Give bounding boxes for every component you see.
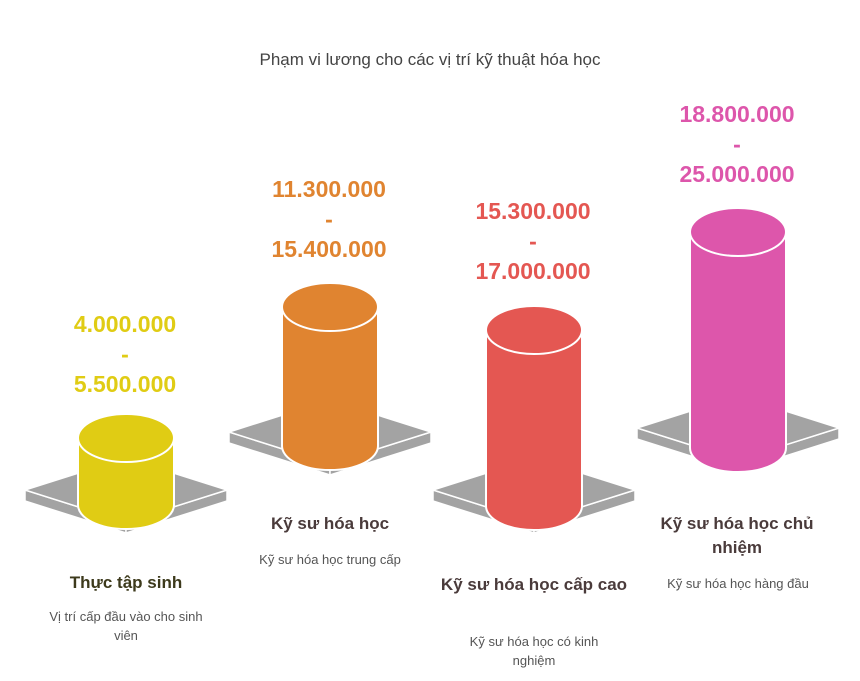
salary-range-lead: 18.800.000 - 25.000.000	[637, 99, 837, 189]
salary-range-senior: 15.300.000 - 17.000.000	[433, 196, 633, 286]
salary-min: 18.800.000	[679, 101, 795, 127]
cylinder-top	[281, 282, 379, 332]
salary-max: 25.000.000	[679, 161, 795, 187]
salary-separator: -	[325, 206, 333, 232]
cylinder-top	[77, 413, 175, 463]
cylinder-top	[689, 207, 787, 257]
chart-title: Phạm vi lương cho các vị trí kỹ thuật hó…	[259, 50, 601, 69]
salary-separator: -	[733, 131, 741, 157]
salary-range-intern: 4.000.000 - 5.500.000	[25, 309, 225, 399]
position-desc: Kỹ sư hóa học hàng đầu	[667, 576, 809, 591]
cylinder-body	[485, 329, 583, 531]
salary-separator: -	[529, 228, 537, 254]
salary-separator: -	[121, 341, 129, 367]
salary-min: 4.000.000	[73, 311, 177, 337]
salary-min: 15.300.000	[475, 198, 591, 224]
position-name: Kỹ sư hóa học	[270, 514, 390, 533]
position-name: Thực tập sinh	[69, 573, 183, 592]
salary-min: 11.300.000	[272, 176, 386, 202]
cylinder-body	[689, 231, 787, 473]
salary-range-engineer: 11.300.000 - 15.400.000	[229, 174, 429, 264]
position-desc: Vị trí cấp đầu vào cho sinh viên	[49, 609, 203, 643]
cylinder-body	[77, 437, 175, 530]
position-desc: Kỹ sư hóa học có kinh nghiệm	[469, 634, 599, 668]
cylinder-body	[281, 306, 379, 471]
cylinder-top	[485, 305, 583, 355]
position-desc: Kỹ sư hóa học trung cấp	[259, 552, 401, 567]
salary-max: 17.000.000	[475, 258, 591, 284]
position-name: Kỹ sư hóa học chủ nhiệm	[660, 514, 814, 557]
position-name: Kỹ sư hóa học cấp cao	[440, 575, 628, 594]
salary-max: 5.500.000	[73, 371, 177, 397]
salary-max: 15.400.000	[271, 236, 387, 262]
